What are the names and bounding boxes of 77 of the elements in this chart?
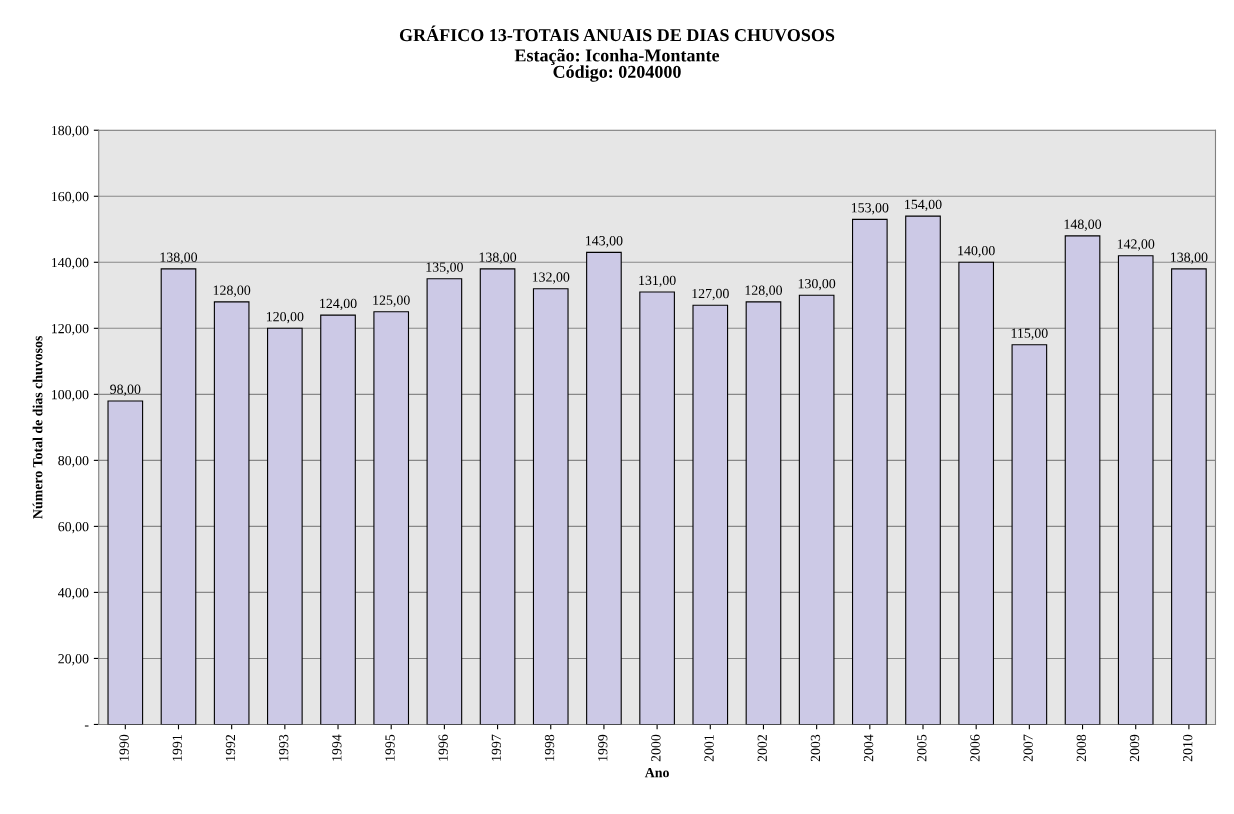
data-label: 98,00 (110, 384, 141, 396)
bar (692, 304, 729, 725)
data-label: 115,00 (1011, 328, 1048, 340)
bar (1064, 235, 1101, 725)
x-tick-label: 2003 (810, 734, 821, 762)
bar (107, 400, 144, 725)
data-label: 127,00 (692, 288, 729, 301)
bar (639, 291, 675, 725)
y-tick-label: 120,00 (52, 323, 89, 336)
x-tick-label: 1994 (332, 734, 342, 761)
y-axis-title: Número Total de dias chuvosos (32, 335, 43, 519)
x-tick-label: 2000 (651, 734, 661, 762)
bar (160, 268, 197, 725)
y-tick-label: 100,00 (52, 389, 89, 402)
x-tick-label: 2006 (970, 734, 980, 762)
chart-subtitle: Estação: Iconha-Montante Código: 0204000 (514, 48, 720, 82)
data-label: 130,00 (798, 278, 836, 291)
bar (745, 301, 782, 725)
x-tick-label: 1995 (385, 734, 395, 761)
data-label: 125,00 (373, 295, 410, 307)
y-tick-label: 140,00 (52, 257, 89, 270)
y-tick-label: 80,00 (58, 455, 89, 468)
bar (532, 288, 569, 725)
y-tick-label: 40,00 (58, 587, 89, 600)
bar (958, 261, 995, 725)
bar (1011, 344, 1048, 725)
y-tick-label: 20,00 (58, 654, 89, 666)
data-label: 142,00 (1117, 239, 1155, 251)
y-tick-label: 180,00 (52, 125, 89, 138)
x-tick-label: 2005 (917, 734, 927, 762)
x-tick-label: 1991 (172, 735, 182, 761)
data-label: 132,00 (532, 272, 570, 284)
bar (213, 301, 250, 725)
bar (798, 294, 835, 725)
data-label: 148,00 (1064, 219, 1102, 231)
data-label: 124,00 (320, 298, 357, 311)
x-tick-label: 1993 (278, 734, 289, 761)
data-label: 120,00 (266, 311, 304, 324)
x-tick-label: 1992 (225, 734, 236, 761)
x-tick-label: 1990 (119, 734, 129, 761)
data-label: 128,00 (213, 285, 251, 297)
y-tick-label: - (84, 725, 89, 727)
x-tick-label: 2009 (1129, 734, 1140, 762)
data-label: 138,00 (1171, 252, 1208, 264)
bar (373, 311, 410, 725)
y-tick-label: 60,00 (58, 521, 89, 534)
bar (479, 268, 516, 725)
data-label: 135,00 (426, 262, 463, 274)
x-tick-label: 2008 (1076, 734, 1087, 762)
data-label: 128,00 (745, 285, 783, 297)
y-tick-label: 160,00 (52, 191, 89, 204)
x-tick-label: 2001 (704, 735, 714, 762)
x-axis-title: Ano (644, 767, 669, 778)
x-tick-label: 2004 (863, 734, 874, 762)
data-label: 138,00 (160, 252, 198, 264)
chart-title: GRÁFICO 13-TOTAIS ANUAIS DE DIAS CHUVOSOS (399, 25, 835, 42)
bar (1117, 255, 1154, 725)
bar (267, 327, 303, 725)
bar (320, 314, 356, 725)
x-tick-label: 2007 (1023, 734, 1033, 762)
bar (905, 215, 941, 725)
data-label: 140,00 (958, 245, 995, 258)
x-tick-label: 2002 (757, 734, 767, 762)
x-tick-label: 1998 (544, 734, 555, 761)
data-label: 138,00 (479, 252, 517, 264)
data-label: 131,00 (639, 275, 676, 288)
x-tick-label: 1996 (438, 734, 448, 761)
bar (1171, 268, 1207, 725)
data-label: 153,00 (851, 203, 889, 215)
x-tick-label: 1999 (598, 734, 608, 761)
x-tick-label: 1997 (491, 734, 502, 761)
x-tick-label: 2010 (1183, 734, 1193, 762)
bar (586, 251, 622, 725)
data-label: 143,00 (586, 236, 623, 248)
bar (851, 218, 888, 725)
bar (426, 278, 463, 725)
data-label: 154,00 (905, 199, 942, 212)
